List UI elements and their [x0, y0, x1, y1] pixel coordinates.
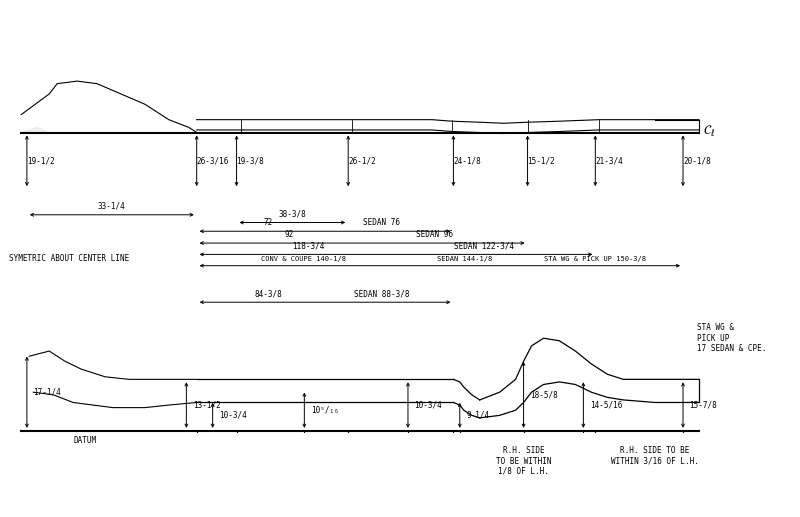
Text: 10-3/4: 10-3/4 [219, 411, 246, 420]
Text: 13-1/2: 13-1/2 [193, 401, 221, 409]
Text: 19-1/2: 19-1/2 [27, 156, 54, 165]
Text: 14-5/16: 14-5/16 [590, 401, 622, 409]
Text: 92: 92 [285, 230, 294, 239]
Text: 15-7/8: 15-7/8 [690, 401, 717, 409]
Text: 118-3/4: 118-3/4 [292, 241, 325, 250]
Text: 26-1/2: 26-1/2 [348, 156, 376, 165]
Text: 21-3/4: 21-3/4 [595, 156, 623, 165]
Text: $\mathcal{C}_\ell$: $\mathcal{C}_\ell$ [703, 124, 715, 139]
Text: SEDAN 122-3/4: SEDAN 122-3/4 [454, 241, 514, 250]
Text: 26-3/16: 26-3/16 [197, 156, 229, 165]
Text: 24-1/8: 24-1/8 [454, 156, 481, 165]
Text: 18-5/8: 18-5/8 [530, 390, 558, 399]
Text: 72: 72 [264, 218, 274, 227]
Polygon shape [22, 127, 50, 132]
Text: SEDAN 96: SEDAN 96 [417, 230, 454, 239]
Text: 38-3/8: 38-3/8 [278, 209, 306, 218]
Text: 19-3/8: 19-3/8 [237, 156, 264, 165]
Text: SEDAN 88-3/8: SEDAN 88-3/8 [354, 289, 410, 298]
Text: 10-3/4: 10-3/4 [414, 401, 442, 409]
Text: R.H. SIDE TO BE
WITHIN 3/16 OF L.H.: R.H. SIDE TO BE WITHIN 3/16 OF L.H. [611, 446, 699, 466]
Text: SEDAN 144-1/8: SEDAN 144-1/8 [437, 255, 492, 262]
Text: 33-1/4: 33-1/4 [98, 202, 126, 210]
Text: 9-1/4: 9-1/4 [466, 411, 490, 420]
Text: CONV & COUPE 140-1/8: CONV & COUPE 140-1/8 [261, 255, 346, 262]
Text: 20-1/8: 20-1/8 [683, 156, 710, 165]
Text: 15-1/2: 15-1/2 [527, 156, 555, 165]
Text: 10⁵/₁₆: 10⁵/₁₆ [310, 406, 338, 415]
Text: 84-3/8: 84-3/8 [254, 289, 282, 298]
Text: DATUM: DATUM [74, 436, 97, 445]
Text: SYMETRIC ABOUT CENTER LINE: SYMETRIC ABOUT CENTER LINE [10, 254, 130, 263]
Text: 17-1/4: 17-1/4 [34, 388, 61, 397]
Text: STA WG &
PICK UP
17 SEDAN & CPE.: STA WG & PICK UP 17 SEDAN & CPE. [698, 323, 766, 353]
Text: R.H. SIDE
TO BE WITHIN
1/8 OF L.H.: R.H. SIDE TO BE WITHIN 1/8 OF L.H. [496, 446, 551, 476]
Text: SEDAN 76: SEDAN 76 [363, 218, 400, 227]
Text: STA WG & PICK UP 150-3/8: STA WG & PICK UP 150-3/8 [545, 255, 646, 262]
